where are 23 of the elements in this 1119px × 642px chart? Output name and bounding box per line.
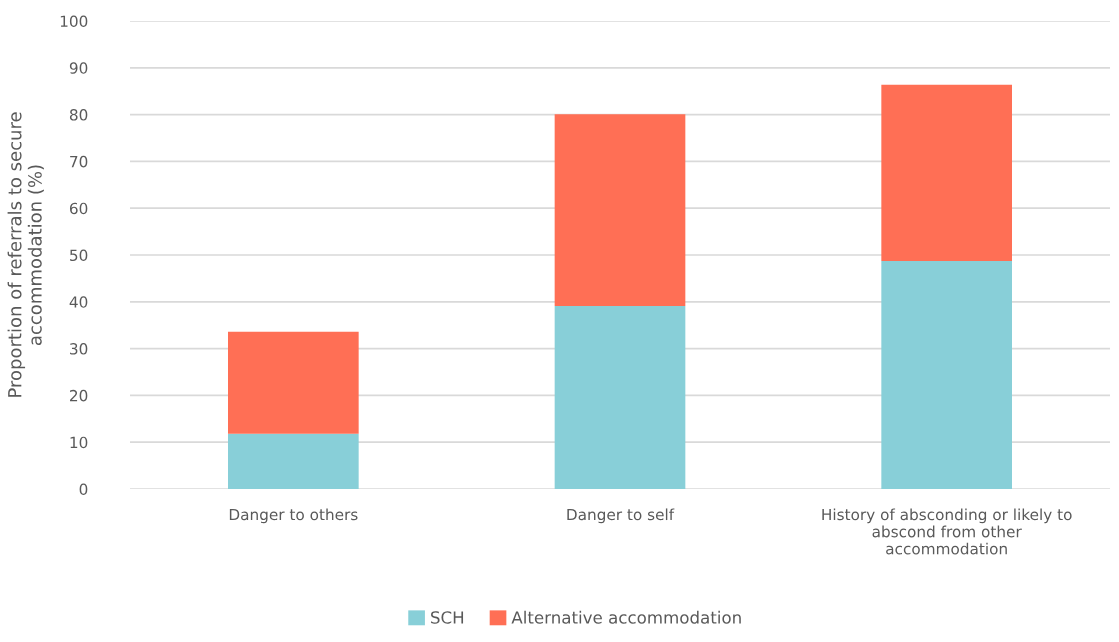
bar bbox=[228, 331, 359, 434]
x-tick-label: History of absconding or likely to abscond from other accommodation bbox=[822, 508, 1072, 555]
y-tick-label: 40 bbox=[69, 296, 88, 308]
y-tick-label: 0 bbox=[79, 483, 88, 496]
y-tick-label: 10 bbox=[70, 436, 88, 449]
bar bbox=[554, 114, 686, 307]
y-axis-title: Proportion of referrals to secure accommodation (%) bbox=[7, 112, 44, 397]
bar bbox=[881, 84, 1012, 262]
y-tick-label: 20 bbox=[70, 389, 88, 402]
y-tick-label: 30 bbox=[70, 343, 88, 355]
bar bbox=[228, 433, 359, 489]
bar bbox=[881, 261, 1012, 489]
x-tick-label: Danger to others bbox=[229, 508, 358, 524]
y-tick-label: 60 bbox=[69, 202, 88, 215]
y-tick-label: 50 bbox=[70, 249, 88, 262]
y-tick-label: 100 bbox=[60, 15, 88, 28]
legend-label: SCH bbox=[431, 611, 464, 624]
legend-label: Alternative accommodation bbox=[511, 610, 741, 624]
y-tick-label: 90 bbox=[69, 62, 88, 74]
y-tick-label: 70 bbox=[70, 155, 88, 168]
y-tick-label: 80 bbox=[69, 109, 88, 121]
x-tick-label: Danger to self bbox=[567, 508, 675, 524]
bar bbox=[554, 306, 686, 489]
